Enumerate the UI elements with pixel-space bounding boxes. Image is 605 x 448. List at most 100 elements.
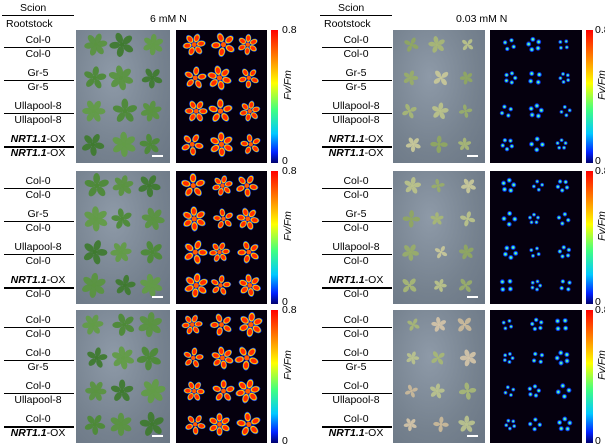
- colorbar-title: Fv/Fm: [281, 69, 294, 100]
- colorbar-min-label: 0: [282, 155, 288, 167]
- plant-rosette: [82, 272, 106, 298]
- plant-fluorescence: [557, 245, 572, 259]
- graft-junction-line: [4, 46, 74, 48]
- plant-fluorescence: [212, 208, 234, 229]
- scion-label: Col-0: [25, 33, 51, 46]
- colorbar-max-label: 0.8: [282, 165, 297, 177]
- plant-fluorescence: [557, 416, 573, 432]
- plant-rosette: [458, 278, 473, 292]
- graft-junction-line: [322, 146, 392, 148]
- plant-rosette: [84, 173, 109, 197]
- rootstock-label: Gr-5: [27, 80, 49, 93]
- plant-fluorescence: [183, 347, 204, 368]
- colorbar: [586, 30, 593, 163]
- rootstock-label: NRT1.1-OX: [328, 427, 384, 440]
- plant-fluorescence: [529, 246, 541, 258]
- graft-junction-line: [322, 359, 392, 362]
- plant-fluorescence: [530, 317, 544, 332]
- colorbar-title: Fv/Fm: [281, 349, 294, 380]
- plant-fluorescence: [504, 71, 518, 85]
- plant-rosette: [428, 36, 445, 53]
- plant-rosette: [403, 418, 417, 432]
- plant-photo: [393, 171, 485, 304]
- plant-rosette: [458, 382, 477, 400]
- rootstock-label: Col-0: [343, 255, 369, 268]
- plant-rosette: [431, 316, 447, 332]
- scale-bar: [152, 155, 163, 157]
- rootstock-label: Ullapool-8: [14, 114, 62, 127]
- graft-junction-line: [322, 187, 392, 189]
- plant-rosette: [431, 351, 445, 365]
- fluorescence-image: [176, 30, 267, 163]
- plant-fluorescence: [526, 36, 542, 53]
- plant-fluorescence: [208, 98, 233, 123]
- scion-label: Col-0: [25, 380, 51, 393]
- scion-label: NRT1.1-OX: [10, 133, 66, 146]
- scion-label: Gr-5: [27, 66, 49, 79]
- header-divider: [2, 15, 74, 17]
- scion-header: Scion: [338, 2, 365, 14]
- plant-fluorescence: [183, 381, 205, 401]
- plant-rosette: [110, 242, 132, 263]
- plant-rosette: [138, 175, 161, 198]
- colorbar: [271, 310, 278, 443]
- graft-junction-line: [322, 326, 392, 328]
- plant-rosette: [402, 278, 417, 293]
- plant-fluorescence: [208, 242, 231, 263]
- scion-label: Col-0: [343, 380, 369, 393]
- scale-bar: [467, 155, 478, 157]
- colorbar-title: Fv/Fm: [595, 69, 605, 100]
- plant-rosette: [403, 70, 419, 86]
- rootstock-label: Col-0: [25, 47, 51, 60]
- plant-rosette: [84, 66, 107, 89]
- plant-fluorescence: [555, 318, 569, 332]
- plant-rosette: [461, 178, 476, 194]
- nitrogen-condition: 6 mM N: [150, 13, 187, 25]
- colorbar-min-label: 0: [595, 296, 601, 308]
- plant-fluorescence: [238, 273, 261, 297]
- plant-rosette: [84, 33, 108, 56]
- plant-fluorescence: [207, 65, 232, 91]
- plant-fluorescence: [501, 210, 518, 227]
- scion-header: Scion: [20, 2, 47, 14]
- plant-fluorescence: [208, 412, 231, 437]
- rootstock-header: Rootstock: [6, 18, 53, 30]
- plant-fluorescence: [238, 68, 259, 89]
- nitrogen-condition: 0.03 mM N: [456, 13, 508, 25]
- scion-label: NRT1.1-OX: [328, 274, 384, 287]
- plant-rosette: [136, 346, 161, 371]
- plant-fluorescence: [235, 175, 259, 198]
- plant-rosette: [140, 378, 166, 404]
- plant-photo: [76, 310, 170, 443]
- plant-photo: [393, 310, 485, 443]
- fluorescence-image: [176, 310, 267, 443]
- plant-fluorescence: [501, 318, 514, 331]
- plant-fluorescence: [209, 313, 232, 337]
- graft-junction-line: [4, 187, 74, 189]
- plant-rosette: [404, 37, 419, 52]
- plant-rosette: [87, 347, 108, 368]
- plant-fluorescence: [504, 418, 517, 431]
- graft-junction-line: [322, 113, 392, 115]
- plant-fluorescence: [556, 212, 571, 226]
- plant-fluorescence: [209, 131, 234, 158]
- plant-rosette: [141, 207, 165, 230]
- plant-photo: [76, 30, 170, 163]
- plant-rosette: [143, 33, 164, 56]
- plant-rosette: [434, 278, 447, 292]
- graft-junction-line: [4, 287, 74, 289]
- plant-fluorescence: [555, 138, 568, 150]
- scion-label: Gr-5: [27, 207, 49, 220]
- rootstock-label: Gr-5: [345, 80, 367, 93]
- scale-bar: [467, 296, 478, 298]
- plant-fluorescence: [527, 384, 542, 398]
- rootstock-label: NRT1.1-OX: [10, 427, 66, 440]
- plant-fluorescence: [554, 350, 570, 366]
- rootstock-label: Col-0: [343, 327, 369, 340]
- scion-label: Ullapool-8: [332, 241, 380, 254]
- rootstock-label: Gr-5: [27, 360, 49, 373]
- colorbar-max-label: 0.8: [595, 24, 605, 36]
- graft-junction-line: [322, 426, 392, 428]
- colorbar: [586, 310, 593, 443]
- plant-rosette: [140, 241, 163, 264]
